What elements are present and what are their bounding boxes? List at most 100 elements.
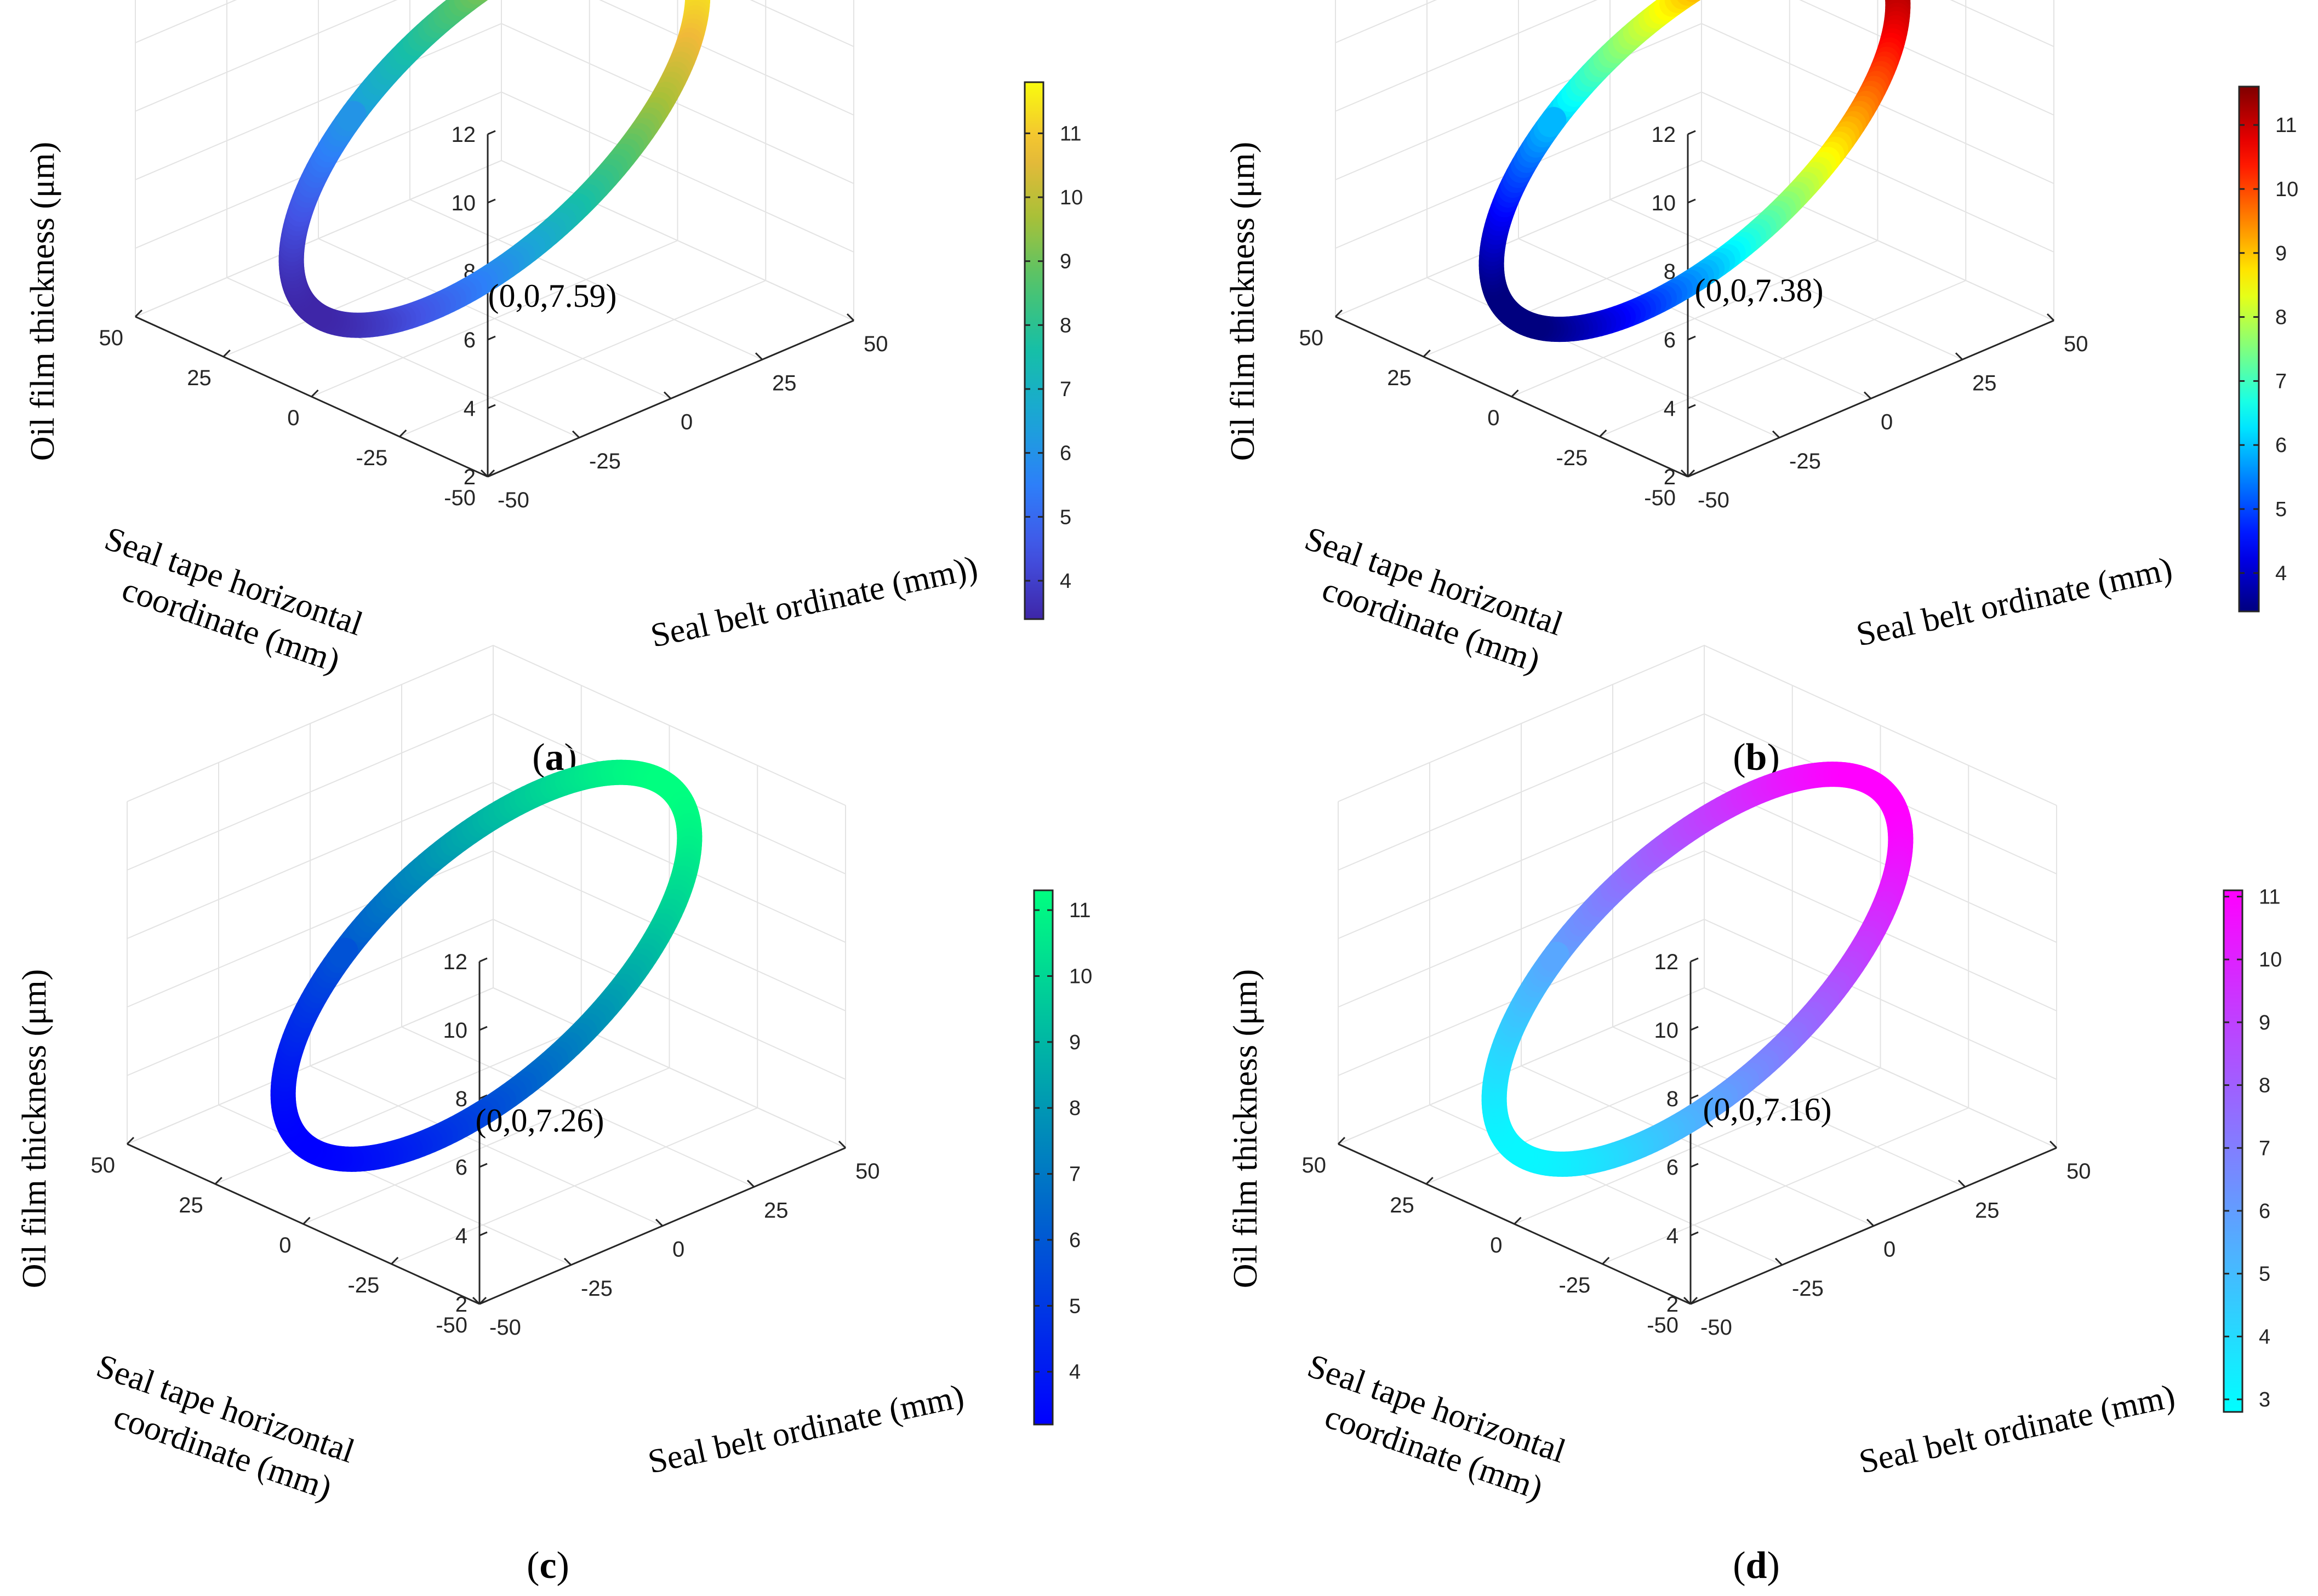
- colorbar-tick-label: 10: [1069, 965, 1092, 988]
- x-tick-label: 0: [1487, 406, 1499, 430]
- colorbar-tick-label: 8: [1060, 314, 1071, 337]
- colorbar-tick-label: 6: [1069, 1229, 1081, 1252]
- colorbar-tick-label: 8: [2259, 1074, 2270, 1097]
- caption-letter: d: [1746, 1544, 1767, 1587]
- y-tick-label: 50: [855, 1159, 880, 1183]
- x-tick: [1425, 1176, 1434, 1185]
- x-floor-gridline: [1602, 1107, 1969, 1265]
- oil-film-ring: [1478, 0, 1911, 342]
- z-axis-label: Oil film thickness (μm): [24, 142, 61, 461]
- y-tick: [1772, 430, 1780, 438]
- y-tick: [2046, 313, 2055, 322]
- oil-film-ring: [1481, 762, 1914, 1177]
- caption-open: (: [1733, 1544, 1745, 1587]
- x-tick: [391, 1256, 399, 1265]
- y-tick-label: 0: [1883, 1238, 1895, 1262]
- x-tick-label: 50: [99, 326, 124, 350]
- x-tick-label: 0: [279, 1233, 291, 1257]
- x-floor-gridline: [1426, 1027, 1793, 1185]
- x-tick: [487, 469, 495, 478]
- y-tick: [1957, 1180, 1966, 1188]
- x-floor-gridline: [135, 160, 502, 317]
- y-tick-label: -50: [1700, 1315, 1732, 1340]
- y-tick: [838, 1140, 847, 1149]
- z-gridline: [1335, 0, 2054, 47]
- panel-a: 2 4 6 8 10 12 50 25 0 -25 -50 -50 -25 0 25 50 Oil film t…: [24, 0, 1083, 779]
- y-tick: [1863, 391, 1872, 399]
- y-tick: [572, 430, 580, 438]
- y-axis-label: Seal belt ordinate (mm)): [648, 549, 981, 655]
- z-tick: [1687, 335, 1696, 341]
- z-gridline: [135, 0, 854, 116]
- x-tick-label: 0: [1490, 1233, 1502, 1257]
- x-tick-label: -25: [347, 1273, 379, 1297]
- y-tick-label: 0: [672, 1238, 684, 1262]
- y-tick: [1774, 1257, 1783, 1266]
- colorbar-tick-label: 6: [2259, 1200, 2270, 1223]
- y-tick-label: 25: [1972, 371, 1997, 395]
- z-tick: [1690, 1163, 1699, 1168]
- colorbar-tick-label: 4: [1060, 570, 1071, 593]
- x-tick: [1687, 469, 1695, 478]
- x-floor-gridline: [215, 1027, 582, 1185]
- y-tick-label: -50: [498, 488, 529, 512]
- colorbar-tick-label: 3: [2259, 1388, 2270, 1411]
- y-tick: [755, 352, 763, 361]
- x-tick-label: -50: [436, 1313, 467, 1337]
- x-tick-label: -50: [1644, 486, 1676, 510]
- x-tick: [1423, 349, 1431, 358]
- colorbar-tick-label: 8: [2275, 306, 2287, 329]
- colorbar-tick-label: 7: [1060, 378, 1071, 401]
- y-tick: [563, 1257, 572, 1266]
- y-tick: [746, 1180, 755, 1188]
- z-axis-label: Oil film thickness (μm): [1227, 969, 1264, 1289]
- colorbar-tick-label: 9: [2259, 1011, 2270, 1034]
- colorbar-tick-label: 7: [1069, 1163, 1081, 1186]
- z-tick-label: 2: [1664, 465, 1676, 489]
- x-tick-label: -50: [1647, 1313, 1678, 1337]
- x-tick: [214, 1176, 222, 1185]
- x-tick: [1602, 1256, 1610, 1265]
- x-tick-label: 25: [1390, 1193, 1414, 1217]
- x-tick: [222, 349, 231, 358]
- x-tick-label: -25: [1556, 446, 1588, 470]
- z-tick-label: 8: [1664, 260, 1676, 284]
- x-tick: [126, 1136, 135, 1145]
- caption-open: (: [527, 1544, 539, 1587]
- y-tick: [846, 313, 855, 322]
- colorbar-tick-label: 11: [2259, 885, 2280, 908]
- x-floor-gridline: [127, 987, 494, 1145]
- panel-caption: (b): [1733, 736, 1780, 779]
- z-tick-label: 12: [452, 123, 476, 147]
- x-floor-gridline: [311, 240, 678, 397]
- x-tick: [1337, 1136, 1346, 1145]
- y-tick: [1680, 469, 1689, 478]
- z-tick-label: 2: [464, 465, 476, 489]
- z-tick-label: 4: [1664, 397, 1676, 421]
- colorbar-tick-label: 5: [2275, 498, 2287, 521]
- colorbar-tick-label: 5: [1060, 506, 1071, 529]
- z-tick-label: 10: [1654, 1019, 1679, 1043]
- x-floor-gridline: [303, 1067, 670, 1225]
- y-tick-label: -25: [1789, 449, 1821, 473]
- z-tick-label: 6: [464, 328, 476, 352]
- colorbar-tick-label: 4: [2259, 1325, 2270, 1348]
- y-tick: [655, 1219, 664, 1227]
- z-gridline: [135, 0, 854, 47]
- z-axis-label: Oil film thickness (μm): [16, 969, 53, 1289]
- x-tick-label: 25: [179, 1193, 203, 1217]
- colorbar-tick-label: 9: [1069, 1031, 1081, 1054]
- z-tick: [1690, 1231, 1699, 1237]
- ring-segment: [329, 937, 358, 968]
- y-tick: [1683, 1296, 1692, 1305]
- panel-caption: (c): [527, 1544, 569, 1587]
- x-floor-gridline: [391, 1107, 758, 1265]
- colorbar-tick-label: 4: [1069, 1361, 1081, 1384]
- z-tick: [1687, 130, 1696, 135]
- colorbar-tick-label: 6: [2275, 434, 2287, 457]
- z-tick: [1690, 957, 1699, 963]
- z-tick-label: 10: [1652, 191, 1676, 215]
- y-tick: [480, 469, 489, 478]
- z-gridline: [135, 22, 854, 184]
- colorbar-tick-label: 7: [2275, 370, 2287, 393]
